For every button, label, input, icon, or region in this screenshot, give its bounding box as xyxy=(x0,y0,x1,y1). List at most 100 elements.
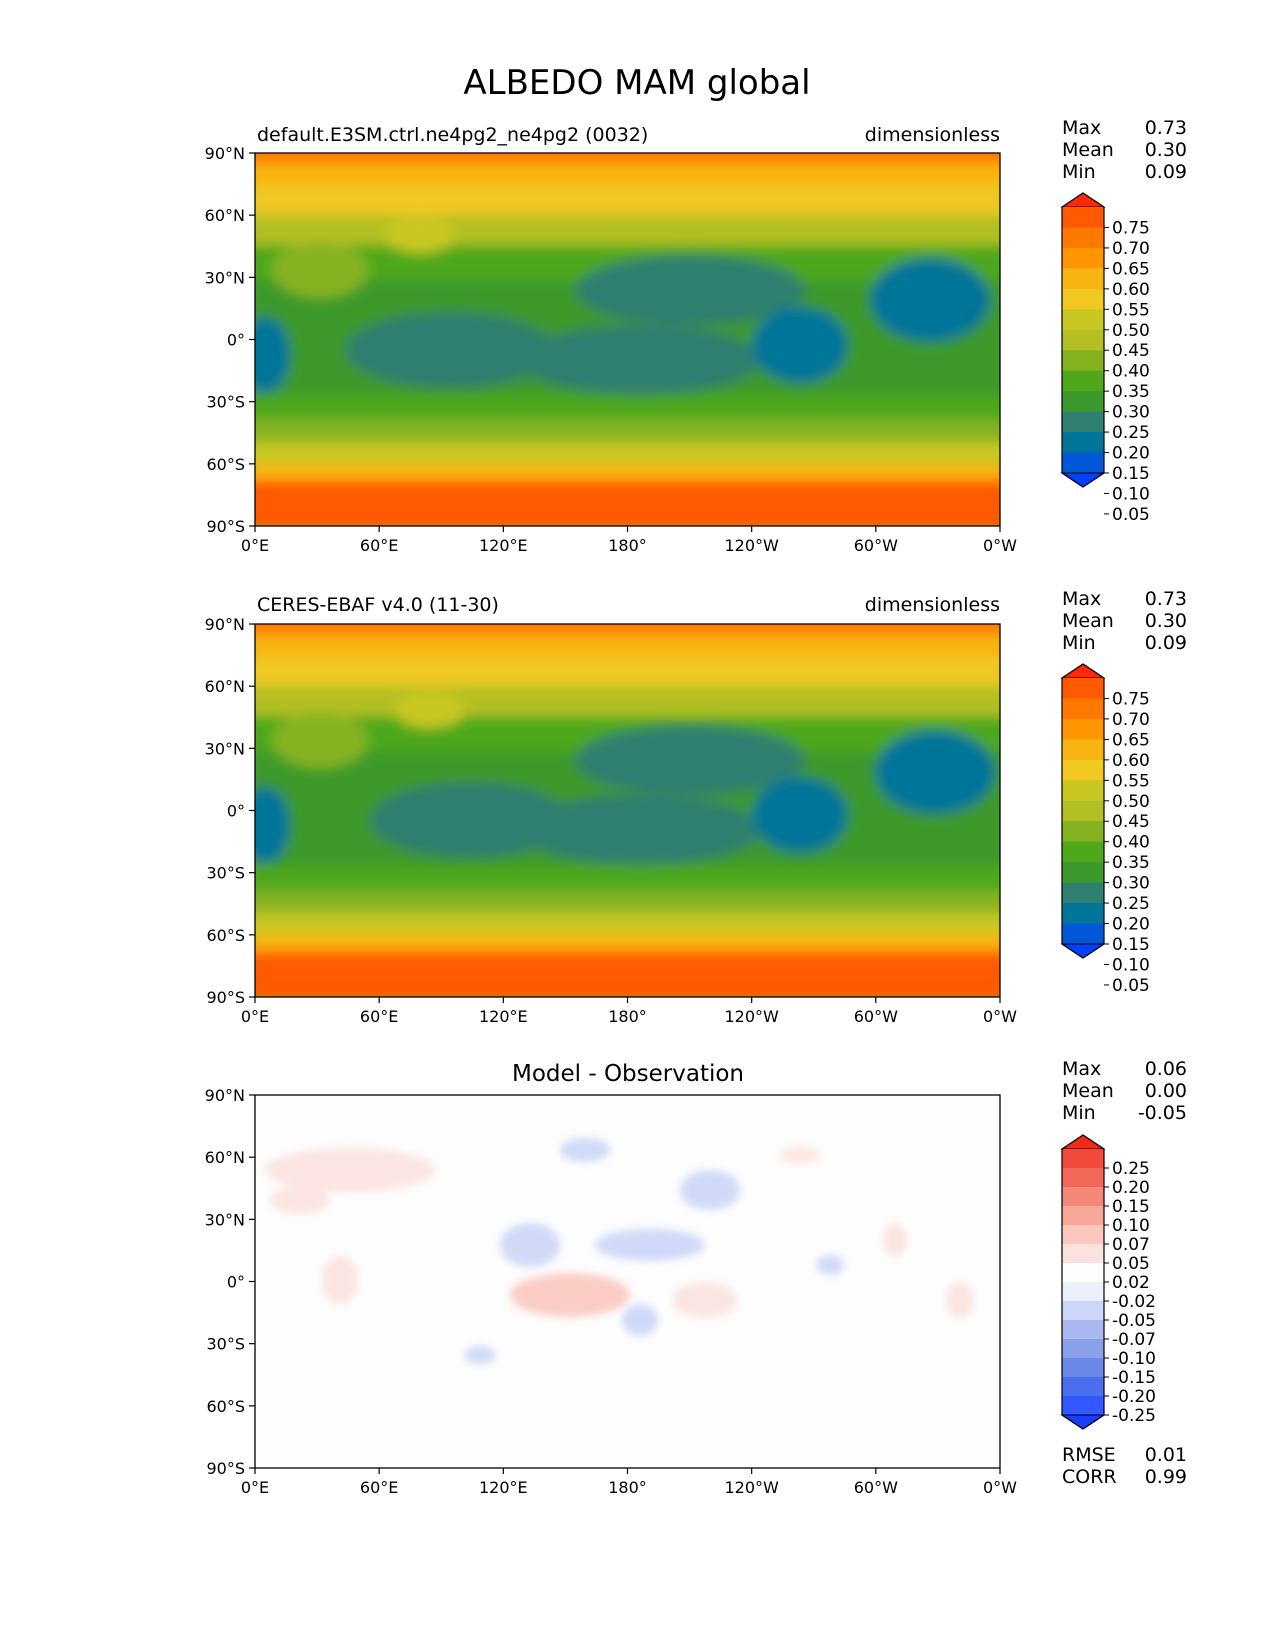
lat-tick-label: 30°S xyxy=(206,1335,245,1354)
lon-tick-label: 180° xyxy=(608,1007,647,1026)
lon-tick-label: 60°W xyxy=(854,1007,898,1026)
lat-tick-label: 60°N xyxy=(205,1148,245,1167)
diff-positive-atlantic xyxy=(946,1282,974,1318)
south-pacific-low-albedo xyxy=(520,795,760,865)
lon-tick-label: 120°W xyxy=(724,1478,779,1497)
band-midlat-south xyxy=(255,891,1000,913)
colorbar: 0.750.700.650.600.550.500.450.400.350.30… xyxy=(1060,192,1150,525)
diff-negative-central-america xyxy=(816,1255,844,1275)
lon-tick-label: 60°E xyxy=(360,1478,398,1497)
diff-positive-arctic xyxy=(780,1147,820,1163)
colorbar-level xyxy=(1062,1206,1104,1226)
colorbar-tick-label: -0.20 xyxy=(1112,1387,1156,1407)
lat-tick-label: 90°S xyxy=(206,988,245,1007)
colorbar-tick-label: 0.15 xyxy=(1112,935,1150,955)
colorbar-tick-label: 0.40 xyxy=(1112,833,1150,853)
lat-tick-label: 60°S xyxy=(206,1397,245,1416)
lat-tick-label: 90°N xyxy=(205,1086,245,1105)
stat-min-value: -0.05 xyxy=(1138,1102,1187,1124)
band-subarctic xyxy=(255,185,1000,215)
colorbar-tick-label: 0.25 xyxy=(1112,894,1150,914)
colorbar-level xyxy=(1062,678,1104,699)
colorbar-tick-label: 0.20 xyxy=(1112,1178,1150,1198)
lat-tick-label: 30°S xyxy=(206,864,245,883)
metrics-box: RMSE 0.01 CORR 0.99 xyxy=(1062,1444,1187,1488)
stat-max-label: Max xyxy=(1062,117,1101,139)
colorbar-level xyxy=(1062,800,1104,822)
warm-pool-low-albedo xyxy=(370,782,570,858)
east-pacific-min xyxy=(752,307,848,383)
colorbar-tick-label: 0.75 xyxy=(1112,218,1150,238)
lat-ticks: 90°N 60°N 30°N 0° 30°S 60°S 90°S xyxy=(205,144,255,536)
stat-mean-label: Mean xyxy=(1062,610,1114,632)
lon-tick-label: 120°E xyxy=(479,1478,528,1497)
colorbar-tick-label: -0.10 xyxy=(1112,1349,1156,1369)
colorbar-tick-label: 0.45 xyxy=(1112,341,1150,361)
sahara-bright xyxy=(272,712,368,768)
lon-tick-label: 60°W xyxy=(854,536,898,555)
band-subarctic xyxy=(255,656,1000,686)
panel-difference: Model - Observation 90°N6 xyxy=(205,1058,1187,1497)
lat-tick-label: 0° xyxy=(227,802,245,821)
colorbar-tick-label: 0.05 xyxy=(1112,1254,1150,1274)
lat-tick-label: 90°S xyxy=(206,517,245,536)
lon-tick-label: 0°E xyxy=(241,536,269,555)
band-arctic xyxy=(255,634,1000,656)
stat-max-value: 0.06 xyxy=(1145,1058,1187,1080)
colorbar-tick-label: 0.70 xyxy=(1112,710,1150,730)
colorbar-tick-label: 0.55 xyxy=(1112,771,1150,791)
lon-tick-label: 60°E xyxy=(360,536,398,555)
colorbar-level xyxy=(1062,698,1104,720)
colorbar: 0.750.700.650.600.550.500.450.400.350.30… xyxy=(1060,663,1150,996)
colorbar-extend-max xyxy=(1060,663,1106,679)
stat-min-value: 0.09 xyxy=(1145,632,1187,654)
colorbar-tick-label: 0.35 xyxy=(1112,382,1150,402)
colorbar-level xyxy=(1062,841,1104,863)
colorbar-level xyxy=(1062,821,1104,843)
colorbar-level xyxy=(1062,1225,1104,1245)
colorbar-level xyxy=(1062,452,1104,474)
stat-min-label: Min xyxy=(1062,632,1096,654)
colorbar-tick-label: 0.10 xyxy=(1112,484,1150,504)
lon-tick-label: 180° xyxy=(608,1478,647,1497)
colorbar-level xyxy=(1062,207,1104,228)
colorbar-level xyxy=(1062,329,1104,351)
colorbar-level xyxy=(1062,268,1104,290)
band-arctic xyxy=(255,163,1000,185)
colorbar-tick-label: 0.75 xyxy=(1112,689,1150,709)
colorbar-level xyxy=(1062,1263,1104,1283)
band-southern-ocean xyxy=(255,913,1000,935)
stat-max-label: Max xyxy=(1062,1058,1101,1080)
lat-ticks: 90°N 60°N 30°N 0° 30°S 60°S 90°S xyxy=(205,1086,255,1478)
colorbar-level xyxy=(1062,1187,1104,1207)
stat-max-value: 0.73 xyxy=(1145,588,1187,610)
colorbar-tick-label: 0.50 xyxy=(1112,321,1150,341)
lon-tick-label: 120°W xyxy=(724,1007,779,1026)
colorbar-level xyxy=(1062,780,1104,802)
north-pacific-low-albedo xyxy=(575,725,805,795)
panel-observation: CERES-EBAF v4.0 (11-30) dimensionless xyxy=(205,588,1187,1026)
colorbar-level xyxy=(1062,1358,1104,1378)
stat-min-label: Min xyxy=(1062,161,1096,183)
colorbar-tick-label: 0.60 xyxy=(1112,751,1150,771)
tibet-bright xyxy=(394,692,466,728)
lat-tick-label: 0° xyxy=(227,331,245,350)
colorbar-tick-label: -0.25 xyxy=(1112,1406,1156,1426)
colorbar-tick-label: 0.25 xyxy=(1112,1159,1150,1179)
colorbar: 0.250.200.150.100.070.050.02-0.02-0.05-0… xyxy=(1060,1134,1156,1430)
colorbar-level xyxy=(1062,391,1104,413)
colorbar-tick-label: 0.30 xyxy=(1112,874,1150,894)
panel-units: dimensionless xyxy=(865,594,1000,616)
lat-tick-label: 30°N xyxy=(205,1210,245,1229)
colorbar-level xyxy=(1062,350,1104,372)
band-southern-ocean xyxy=(255,442,1000,464)
colorbar-tick-label: -0.15 xyxy=(1112,1368,1156,1388)
colorbar-tick-label: 0.07 xyxy=(1112,1235,1150,1255)
diff-positive-east-africa xyxy=(322,1256,358,1304)
band-polar-north xyxy=(255,153,1000,163)
lat-tick-label: 60°N xyxy=(205,677,245,696)
stat-mean-value: 0.30 xyxy=(1145,610,1187,632)
figure-title: ALBEDO MAM global xyxy=(463,63,810,103)
colorbar-extend-min xyxy=(1060,1414,1106,1430)
